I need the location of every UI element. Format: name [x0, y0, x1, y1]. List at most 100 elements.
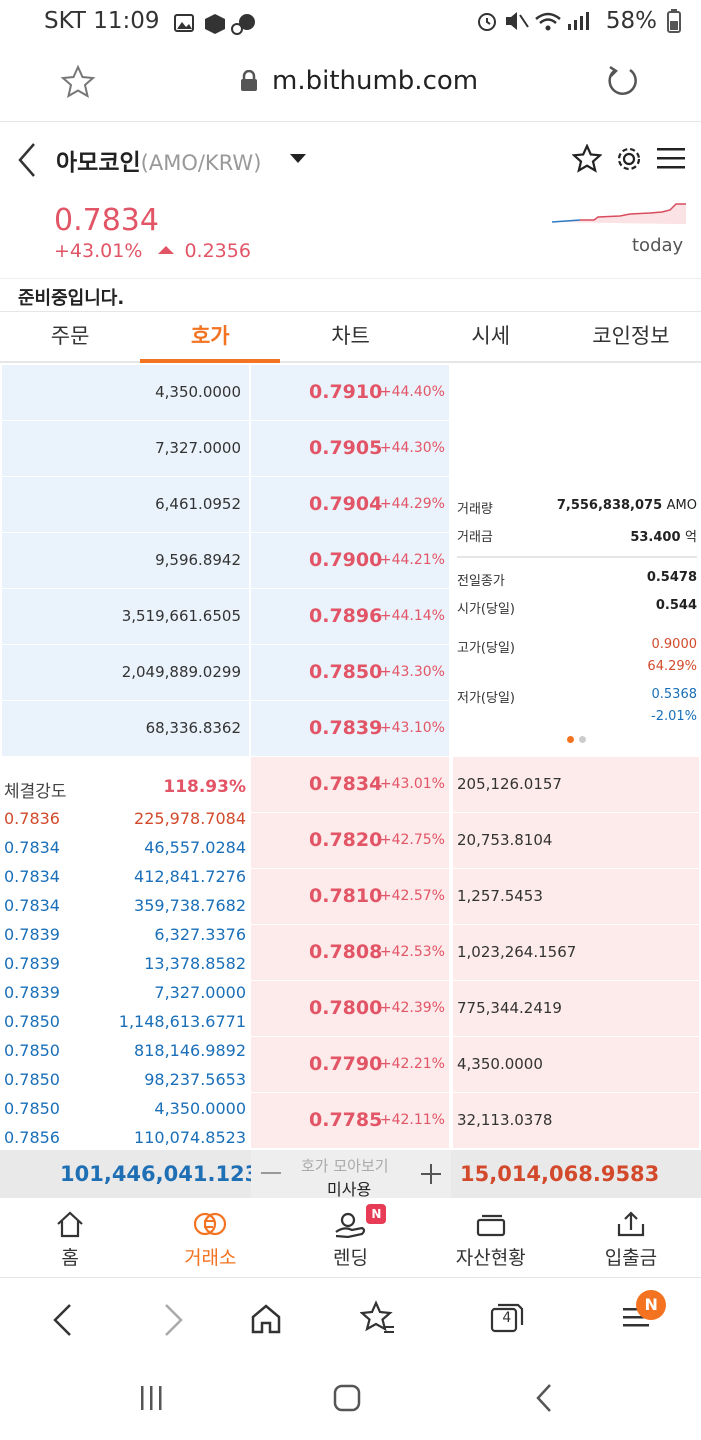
ask-price-cell[interactable]: 0.7905 +44.30%	[251, 421, 449, 476]
today-sparkline	[551, 203, 686, 224]
bid-price-cell[interactable]: 0.7834 +43.01%	[251, 757, 449, 812]
bid-row[interactable]: 0.7834 +43.01% 205,126.0157	[0, 757, 701, 813]
bid-row[interactable]: 0.7810 +42.57% 1,257.5453	[0, 869, 701, 925]
bid-row[interactable]: 0.7790 +42.21% 4,350.0000	[0, 1037, 701, 1093]
nav-assets[interactable]: 자산현황	[421, 1198, 561, 1277]
trade-price: 0.7839	[4, 983, 60, 1002]
ask-row[interactable]: 4,350.0000 0.7910 +44.40%	[0, 365, 701, 421]
pager-dot-active[interactable]	[567, 736, 574, 743]
ask-price-cell[interactable]: 0.7839 +43.10%	[251, 701, 449, 756]
bookmark-star-icon[interactable]	[60, 64, 96, 100]
bid-change-pct: +42.75%	[379, 832, 445, 848]
home-button-icon[interactable]	[332, 1383, 362, 1413]
stat-volume: 7,556,838,075 AMO	[557, 498, 697, 513]
ask-change-pct: +44.21%	[379, 552, 445, 568]
tab-order[interactable]: 주문	[50, 324, 90, 348]
bid-price: 0.7800	[309, 997, 383, 1019]
stat-volume-label: 거래량	[457, 502, 493, 517]
browser-home[interactable]	[234, 1280, 351, 1360]
trade-price: 0.7856	[4, 1128, 60, 1147]
settings-gear-icon[interactable]	[614, 144, 644, 174]
nav-assets-label: 자산현황	[455, 1247, 526, 1269]
ask-row[interactable]: 6,461.0952 0.7904 +44.29%	[0, 477, 701, 533]
ask-row[interactable]: 3,519,661.6505 0.7896 +44.14%	[0, 589, 701, 645]
bid-price-cell[interactable]: 0.7820 +42.75%	[251, 813, 449, 868]
bid-row[interactable]: 0.7808 +42.53% 1,023,264.1567	[0, 925, 701, 981]
trade-qty: 13,378.8582	[144, 954, 246, 973]
browser-tabs[interactable]: 4	[467, 1280, 584, 1360]
browser-menu[interactable]: N	[584, 1280, 701, 1360]
coin-dropdown-icon[interactable]	[288, 152, 308, 166]
trade-price: 0.7850	[4, 1099, 60, 1118]
browser-back[interactable]	[0, 1280, 117, 1360]
bid-change-pct: +42.11%	[379, 1112, 445, 1128]
trade-row: 0.7834 412,841.7276	[0, 867, 250, 896]
bid-change-pct: +43.01%	[379, 776, 445, 792]
trade-qty: 818,146.9892	[134, 1041, 246, 1060]
ask-row[interactable]: 2,049,889.0299 0.7850 +43.30%	[0, 645, 701, 701]
market-stats-panel: 거래량 7,556,838,075 AMO 거래금 53.400 억 전일종가 …	[453, 365, 701, 755]
trade-qty: 6,327.3376	[154, 925, 246, 944]
bid-row[interactable]: 0.7800 +42.39% 775,344.2419	[0, 981, 701, 1037]
bid-price-cell[interactable]: 0.7808 +42.53%	[251, 925, 449, 980]
trade-row: 0.7850 4,350.0000	[0, 1099, 250, 1128]
pager-dot[interactable]	[579, 736, 586, 743]
plus-icon[interactable]	[421, 1164, 441, 1184]
nav-transfer[interactable]: 입출금	[561, 1198, 701, 1277]
bid-change-pct: +42.53%	[379, 944, 445, 960]
bid-row[interactable]: 0.7820 +42.75% 20,753.8104	[0, 813, 701, 869]
stat-volume-unit: AMO	[666, 498, 697, 513]
bid-volume: 775,344.2419	[453, 981, 699, 1036]
tab-coin-info[interactable]: 코인정보	[592, 324, 670, 348]
menu-hamburger-icon[interactable]	[656, 146, 686, 172]
ask-price-cell[interactable]: 0.7910 +44.40%	[251, 365, 449, 420]
browser-forward-icon	[164, 1304, 183, 1336]
bid-price-cell[interactable]: 0.7785 +42.11%	[251, 1093, 449, 1148]
system-back-icon[interactable]	[533, 1382, 555, 1414]
home-icon	[57, 1211, 83, 1238]
reload-icon[interactable]	[604, 64, 640, 100]
tab-orderbook[interactable]: 호가	[140, 312, 281, 363]
stat-volume-value: 7,556,838,075	[556, 498, 663, 513]
ask-row[interactable]: 68,336.8362 0.7839 +43.10%	[0, 701, 701, 757]
browser-address-bar: m.bithumb.com	[0, 46, 701, 122]
bookmarks-star-icon	[360, 1300, 395, 1333]
aggregate-label: 호가 모아보기	[301, 1157, 389, 1175]
favorite-star-icon[interactable]	[572, 144, 602, 174]
stat-low-pct: -2.01%	[651, 709, 697, 724]
trade-row: 0.7839 13,378.8582	[0, 954, 250, 983]
ask-row[interactable]: 7,327.0000 0.7905 +44.30%	[0, 421, 701, 477]
ask-price-cell[interactable]: 0.7850 +43.30%	[251, 645, 449, 700]
tab-market-price[interactable]: 시세	[471, 324, 511, 348]
bid-price-cell[interactable]: 0.7800 +42.39%	[251, 981, 449, 1036]
bid-price-cell[interactable]: 0.7810 +42.57%	[251, 869, 449, 924]
ask-volume: 4,350.0000	[2, 365, 249, 420]
aggregate-value[interactable]: 미사용	[327, 1180, 372, 1199]
ask-price: 0.7900	[309, 549, 383, 571]
stat-low-label: 저가(당일)	[457, 691, 515, 706]
browser-forward[interactable]	[117, 1280, 234, 1360]
ask-price: 0.7910	[309, 381, 383, 403]
bid-price-cell[interactable]: 0.7790 +42.21%	[251, 1037, 449, 1092]
nav-exchange[interactable]: 거래소	[140, 1198, 280, 1277]
nav-lending[interactable]: N 렌딩	[280, 1198, 420, 1277]
recent-apps-icon[interactable]	[138, 1384, 166, 1412]
ask-price-cell[interactable]: 0.7904 +44.29%	[251, 477, 449, 532]
bid-row[interactable]: 0.7785 +42.11% 32,113.0378	[0, 1093, 701, 1149]
browser-bookmarks[interactable]	[350, 1280, 467, 1360]
back-icon[interactable]	[14, 140, 40, 180]
totals-bar: 101,446,041.1239 호가 모아보기 미사용 15,014,068.…	[0, 1150, 701, 1199]
trade-qty: 412,841.7276	[134, 867, 246, 886]
ask-row[interactable]: 9,596.8942 0.7900 +44.21%	[0, 533, 701, 589]
current-price: 0.7834	[54, 203, 159, 238]
ask-price-cell[interactable]: 0.7896 +44.14%	[251, 589, 449, 644]
bottom-nav: 홈 거래소 N 렌딩 자산현황 입출금	[0, 1198, 701, 1278]
tab-chart[interactable]: 차트	[331, 324, 370, 348]
coin-title[interactable]: 아모코인(AMO/KRW)	[56, 143, 261, 177]
trade-qty: 7,327.0000	[154, 983, 246, 1002]
nav-home[interactable]: 홈	[0, 1198, 140, 1277]
ask-price-cell[interactable]: 0.7900 +44.21%	[251, 533, 449, 588]
minus-icon[interactable]	[261, 1172, 281, 1176]
url-field[interactable]: m.bithumb.com	[240, 66, 478, 96]
